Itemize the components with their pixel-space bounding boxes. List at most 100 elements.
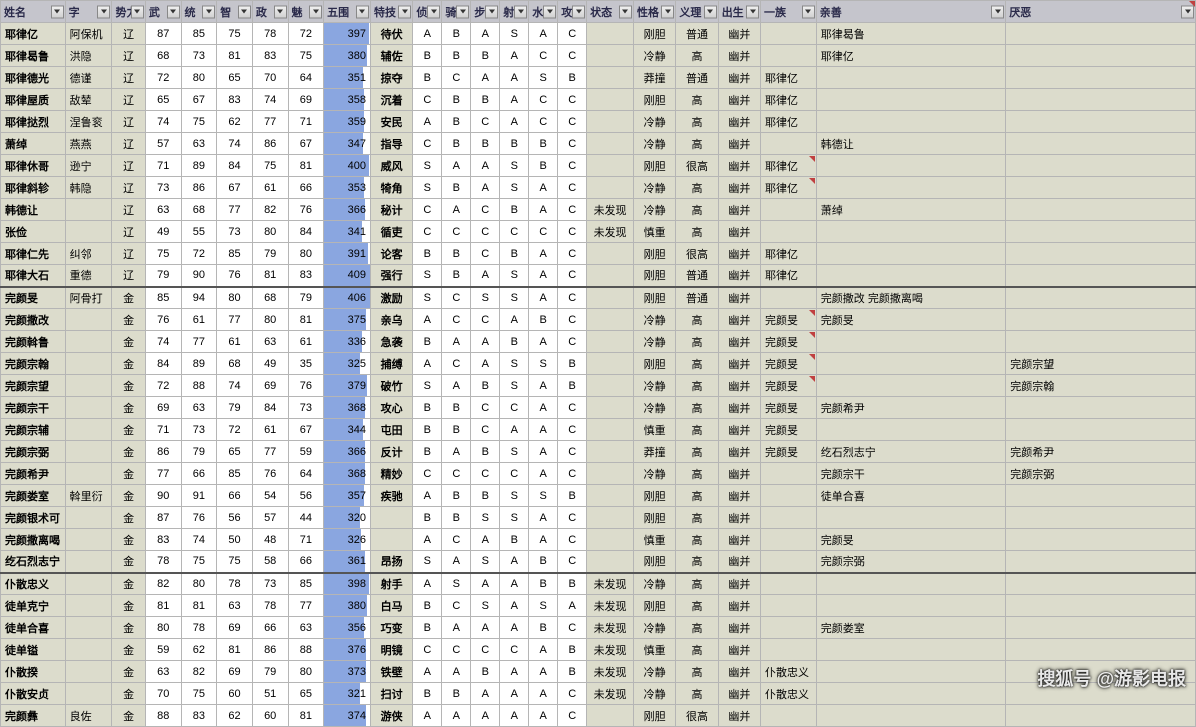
cell-zi	[65, 375, 112, 397]
table-row[interactable]: 萧绰燕燕辽5763748667347指导CBBBBC冷静高幽并韩德让	[1, 133, 1196, 155]
col-s5[interactable]: 魅	[288, 1, 324, 23]
note-marker	[809, 376, 815, 382]
col-tot[interactable]: 五围	[324, 1, 371, 23]
cell-faction: 金	[112, 485, 145, 507]
filter-dropdown[interactable]	[309, 5, 322, 18]
table-row[interactable]: 韩德让辽6368778276366秘计CACBAC未发现冷静高幽并萧绰	[1, 199, 1196, 221]
filter-dropdown[interactable]	[619, 5, 632, 18]
cell-total: 359	[324, 111, 371, 133]
table-row[interactable]: 完颜旻阿骨打金8594806879406激励SCSSAC刚胆普通幽并完颜撒改 完…	[1, 287, 1196, 309]
table-row[interactable]: 完颜宗翰金8489684935325捕缚ACASSB刚胆高幽并完颜旻完颜宗望	[1, 353, 1196, 375]
col-next[interactable]: 一族	[761, 1, 817, 23]
cell-name: 耶律曷鲁	[1, 45, 66, 67]
filter-dropdown[interactable]	[514, 5, 527, 18]
table-row[interactable]: 耶律亿阿保机辽8785757872397待伏ABASAC刚胆普通幽并耶律曷鲁	[1, 23, 1196, 45]
col-g1[interactable]: 侦	[413, 1, 442, 23]
filter-dropdown[interactable]	[202, 5, 215, 18]
table-row[interactable]: 徒单合喜金8078696663356巧变BAAABC未发现冷静高幽并完颜娄室	[1, 617, 1196, 639]
filter-dropdown[interactable]	[131, 5, 144, 18]
col-g3[interactable]: 步	[471, 1, 500, 23]
filter-dropdown[interactable]	[704, 5, 717, 18]
col-s3[interactable]: 智	[217, 1, 253, 23]
col-s4[interactable]: 政	[252, 1, 288, 23]
cell-state	[587, 331, 634, 353]
col-s2[interactable]: 统	[181, 1, 217, 23]
col-g6[interactable]: 攻	[558, 1, 587, 23]
table-row[interactable]: 完颜撒改金7661778081375亲乌ACCABC冷静高幽并完颜旻完颜旻	[1, 309, 1196, 331]
filter-dropdown[interactable]	[274, 5, 287, 18]
col-like[interactable]: 亲善	[816, 1, 1006, 23]
filter-dropdown[interactable]	[802, 5, 815, 18]
cell-stat4: 48	[252, 529, 288, 551]
cell-grade3: A	[471, 177, 500, 199]
table-row[interactable]: 徒单镒金5962818688376明镜CCCCAB未发现慎重高幽并	[1, 639, 1196, 661]
table-row[interactable]: 完颜宗辅金7173726167344屯田BBCAAC慎重高幽并完颜旻	[1, 419, 1196, 441]
table-row[interactable]: 耶律曷鲁洪隐辽6873818375380辅佐BBBACC冷静高幽并耶律亿	[1, 45, 1196, 67]
cell-name: 完颜撒离喝	[1, 529, 66, 551]
filter-dropdown[interactable]	[543, 5, 556, 18]
table-row[interactable]: 完颜希尹金7766857664368精妙CCCCAC冷静高幽并完颜宗干完颜宗弼	[1, 463, 1196, 485]
table-row[interactable]: 完颜斡鲁金7477616361336急袭BAABAC冷静高幽并完颜旻	[1, 331, 1196, 353]
col-val2[interactable]: 义理	[676, 1, 718, 23]
filter-dropdown[interactable]	[485, 5, 498, 18]
cell-grade6: C	[558, 133, 587, 155]
table-row[interactable]: 徒单克宁金8181637877380白马BCSASA未发现刚胆高幽并	[1, 595, 1196, 617]
cell-total: 376	[324, 639, 371, 661]
cell-character: 冷静	[633, 331, 675, 353]
col-g4[interactable]: 射	[500, 1, 529, 23]
col-fac[interactable]: 势力	[112, 1, 145, 23]
table-row[interactable]: 完颜彝良佐金8883626081374游侠AAAAAC刚胆很高幽并	[1, 705, 1196, 727]
cell-clan	[761, 287, 817, 309]
col-birth[interactable]: 出生	[718, 1, 760, 23]
col-g2[interactable]: 骑	[442, 1, 471, 23]
table-row[interactable]: 仆散忠义金8280787385398射手ASAABB未发现冷静高幽并	[1, 573, 1196, 595]
table-row[interactable]: 仆散安贞金7075605165321扫讨BBAAAC未发现冷静高幽并仆散忠义	[1, 683, 1196, 705]
col-trait[interactable]: 特技	[370, 1, 412, 23]
table-row[interactable]: 耶律挞烈涅鲁衮辽7475627771359安民ABCACC冷静高幽并耶律亿	[1, 111, 1196, 133]
table-row[interactable]: 耶律斜轸韩隐辽7386676166353犄角SBASAC冷静高幽并耶律亿	[1, 177, 1196, 199]
filter-dropdown[interactable]	[51, 5, 64, 18]
cell-grade3: S	[471, 287, 500, 309]
table-row[interactable]: 完颜撒离喝金8374504871326ACABAC慎重高幽并完颜旻	[1, 529, 1196, 551]
filter-dropdown[interactable]	[746, 5, 759, 18]
cell-state	[587, 551, 634, 573]
cell-character: 刚胆	[633, 243, 675, 265]
table-row[interactable]: 完颜宗望金7288746976379破竹SABSAB冷静高幽并完颜旻完颜宗翰	[1, 375, 1196, 397]
filter-dropdown[interactable]	[572, 5, 585, 18]
table-row[interactable]: 耶律大石重德辽7990768183409强行SBASAC刚胆普通幽并耶律亿	[1, 265, 1196, 287]
table-row[interactable]: 耶律休哥逊宁辽7189847581400威风SAASBC刚胆很高幽并耶律亿	[1, 155, 1196, 177]
cell-hate	[1006, 485, 1196, 507]
col-zi[interactable]: 字	[65, 1, 112, 23]
table-row[interactable]: 仆散揆金6382697980373铁壁AABAAB未发现冷静高幽并仆散忠义	[1, 661, 1196, 683]
filter-dropdown[interactable]	[167, 5, 180, 18]
cell-like	[816, 639, 1006, 661]
table-row[interactable]: 完颜宗干金6963798473368攻心BBCCAC冷静高幽并完颜旻完颜希尹	[1, 397, 1196, 419]
table-row[interactable]: 完颜宗弼金8679657759366反计BABSAC莽撞高幽并完颜旻纥石烈志宁完…	[1, 441, 1196, 463]
col-name[interactable]: 姓名	[1, 1, 66, 23]
cell-grade5: S	[529, 595, 558, 617]
filter-dropdown[interactable]	[456, 5, 469, 18]
table-row[interactable]: 完颜娄室斡里衍金9091665456357疾驰ABBSSB刚胆高幽并徒单合喜	[1, 485, 1196, 507]
table-row[interactable]: 耶律屋质敌辇辽6567837469358沉着CBBACC刚胆高幽并耶律亿	[1, 89, 1196, 111]
table-row[interactable]: 张俭辽4955738084341循吏CCCCCC未发现慎重高幽并	[1, 221, 1196, 243]
col-char[interactable]: 性格	[633, 1, 675, 23]
table-row[interactable]: 纥石烈志宁金7875755866361昂扬SASABC刚胆高幽并完颜宗弼	[1, 551, 1196, 573]
filter-dropdown[interactable]	[97, 5, 110, 18]
filter-dropdown[interactable]	[356, 5, 369, 18]
filter-dropdown[interactable]	[427, 5, 440, 18]
col-g5[interactable]: 水	[529, 1, 558, 23]
cell-like	[816, 155, 1006, 177]
cell-stat3: 73	[217, 221, 253, 243]
table-row[interactable]: 耶律德光德谨辽7280657064351掠夺BCAASB莽撞普通幽并耶律亿	[1, 67, 1196, 89]
filter-dropdown[interactable]	[398, 5, 411, 18]
filter-dropdown[interactable]	[238, 5, 251, 18]
table-row[interactable]: 完颜银术可金8776565744320BBSSAC刚胆高幽并	[1, 507, 1196, 529]
cell-total: 336	[324, 331, 371, 353]
col-s1[interactable]: 武	[145, 1, 181, 23]
filter-dropdown[interactable]	[661, 5, 674, 18]
cell-total: 368	[324, 463, 371, 485]
col-hate[interactable]: 厌恶	[1006, 1, 1196, 23]
table-row[interactable]: 耶律仁先纠邻辽7572857980391论客BBCBAC刚胆很高幽并耶律亿	[1, 243, 1196, 265]
filter-dropdown[interactable]	[991, 5, 1004, 18]
col-state[interactable]: 状态	[587, 1, 634, 23]
